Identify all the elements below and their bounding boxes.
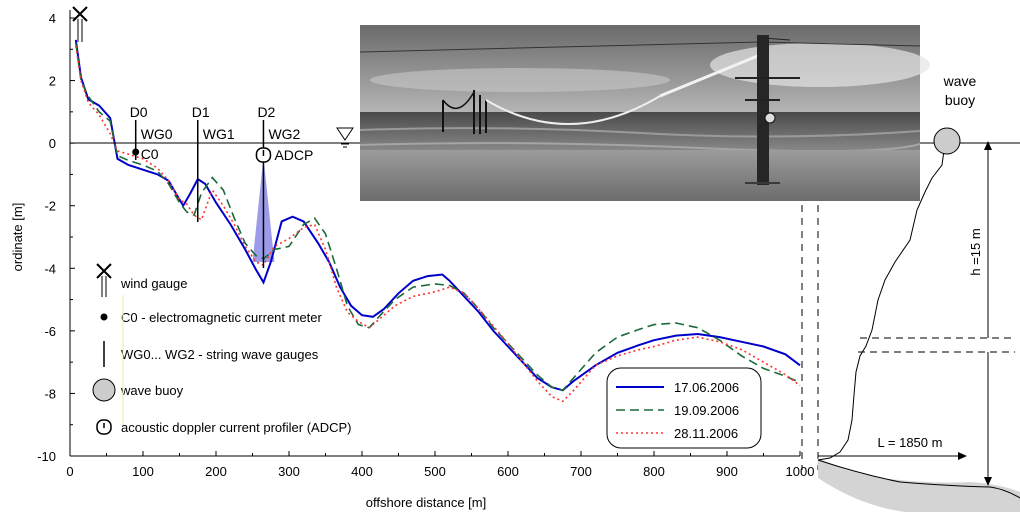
post-label: D2	[257, 104, 275, 120]
field-photo	[359, 25, 930, 201]
x-tick-label: 200	[205, 464, 227, 479]
y-tick-label: -8	[44, 386, 56, 401]
x-tick-label: 1000	[786, 464, 815, 479]
x-tick-label: 0	[66, 464, 73, 479]
buoy-label-line1: wave	[943, 73, 977, 89]
x-tick-label: 500	[424, 464, 446, 479]
x-tick-label: 800	[643, 464, 665, 479]
key-wind-gauge-label: wind gauge	[120, 276, 188, 291]
key-wind-gauge-icon	[96, 263, 112, 297]
key-buoy-icon	[92, 378, 116, 402]
adcp-label: ADCP	[274, 147, 313, 163]
far-field-profile-line	[817, 142, 946, 461]
gauge-label: WG1	[203, 126, 235, 142]
x-tick-label: 900	[716, 464, 738, 479]
x-tick-label: 400	[351, 464, 373, 479]
key-adcp-label: acoustic doppler current profiler (ADCP)	[121, 420, 351, 435]
y-tick-label: -6	[44, 324, 56, 339]
current-meter-dot	[132, 148, 140, 156]
post-label: D1	[192, 104, 210, 120]
wind-gauge-icon	[72, 6, 88, 42]
chart-legend: 17.06.2006 19.09.2006 28.11.2006	[606, 367, 762, 449]
seabed-shading	[818, 458, 1020, 512]
seabed-line	[817, 459, 1020, 499]
key-wave-gauges-label: WG0... WG2 - string wave gauges	[121, 347, 319, 362]
series-line-19.09.2006	[75, 42, 801, 392]
x-tick-label: 700	[570, 464, 592, 479]
instrument-posts: D0 WG0 D1 WG1 D2 WG2 C0 ADCP	[130, 104, 313, 268]
profile-series	[74, 39, 801, 403]
instrument-key: wind gauge C0 - electromagnetic current …	[92, 263, 351, 435]
x-axis-label: offshore distance [m]	[366, 495, 486, 510]
y-tick-label: 0	[49, 136, 56, 151]
c0-label: C0	[141, 146, 159, 162]
gauge-label: WG0	[141, 126, 173, 142]
gauge-label: WG2	[268, 126, 300, 142]
legend-label: 17.06.2006	[674, 380, 739, 395]
y-tick-label: -4	[44, 261, 56, 276]
wave-buoy-icon	[933, 127, 961, 155]
depth-arrow-bottom	[984, 477, 992, 486]
length-arrow	[958, 452, 967, 460]
key-current-meter-icon	[100, 313, 108, 321]
series-line-28.11.2006	[75, 46, 801, 403]
legend-label: 19.09.2006	[674, 403, 739, 418]
far-field-profile: h =15 m L = 1850 m wave buoy	[801, 73, 1020, 512]
x-tick-label: 300	[278, 464, 300, 479]
buoy-label-line2: buoy	[945, 92, 975, 108]
x-tick-label: 100	[132, 464, 154, 479]
y-tick-label: -10	[37, 449, 56, 464]
length-label: L = 1850 m	[878, 435, 943, 450]
y-axis-label: ordinate [m]	[10, 203, 25, 272]
water-level-symbol	[336, 127, 354, 148]
depth-label: h =15 m	[968, 228, 983, 275]
legend-label: 28.11.2006	[674, 426, 738, 441]
y-tick-label: 4	[49, 11, 56, 26]
key-adcp-icon	[96, 419, 112, 435]
y-tick-label: -2	[44, 199, 56, 214]
key-buoy-label: wave buoy	[120, 383, 184, 398]
chart-axes: 4 2 0 -2 -4 -6 -8 -10 0 100 200 300 400 500 600 700 800 9…	[10, 10, 814, 510]
post-label: D0	[130, 104, 148, 120]
series-line-17.06.2006	[74, 39, 801, 392]
depth-arrow-top	[984, 141, 992, 150]
key-current-meter-label: C0 - electromagnetic current meter	[121, 310, 323, 325]
y-tick-label: 2	[49, 74, 56, 89]
x-tick-label: 600	[497, 464, 519, 479]
